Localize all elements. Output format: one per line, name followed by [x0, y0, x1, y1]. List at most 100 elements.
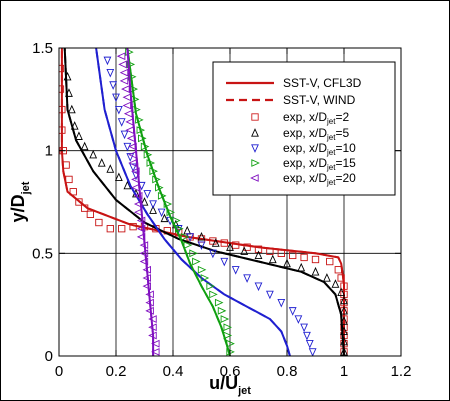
exp-marker [123, 109, 133, 118]
exp-marker [95, 218, 103, 227]
legend-label: SST-V, WIND [283, 93, 356, 107]
x-axis-title-sub: jet [237, 385, 251, 397]
x-axis-title-main: u/U [209, 373, 238, 393]
legend-label: exp, x/Djet=5 [283, 126, 349, 142]
exp-marker [123, 180, 132, 190]
exp-marker [183, 225, 192, 235]
exp-marker [114, 105, 123, 115]
cfd-line-wind [95, 48, 291, 356]
legend-label: exp, x/Djet=20 [283, 171, 356, 187]
legend-item-1: SST-V, CFL3D [226, 76, 362, 90]
y-tick-label: 0.5 [32, 245, 53, 262]
exp-marker [331, 279, 340, 288]
exp-marker [220, 257, 229, 267]
exp-marker [265, 290, 274, 300]
exp-marker [326, 257, 334, 266]
legend-item-6: exp, x/Djet=15 [251, 156, 356, 172]
exp-marker [59, 85, 65, 93]
exp-marker [126, 153, 135, 162]
exp-marker [197, 232, 206, 241]
exp-marker [106, 164, 115, 173]
exp-marker [148, 315, 157, 323]
exp-marker [308, 348, 317, 356]
ticks: 0 0.2 0.4 0.6 0.8 1 1.2 0 0.5 1 1.5 [32, 40, 411, 380]
exp-marker [119, 68, 129, 77]
exp-marker [254, 250, 263, 260]
legend-marker-swatch [250, 174, 259, 182]
exp-marker [268, 254, 277, 264]
exp-marker [143, 190, 152, 199]
x-tick-label: 0.6 [220, 363, 241, 380]
legend-label-sub: jet [326, 133, 336, 142]
exp-marker [303, 331, 311, 341]
legend-marker-swatch [251, 159, 260, 167]
exp-marker [151, 347, 160, 356]
series-2 [63, 48, 348, 356]
exp-marker [69, 188, 77, 196]
exp-marker [166, 208, 176, 217]
exp-marker [118, 60, 127, 69]
x-axis-label: u/Ujet [209, 373, 251, 397]
exp-marker [180, 233, 190, 241]
exp-marker [300, 323, 309, 333]
legend-label-sub: jet [326, 148, 336, 157]
exp-marker [157, 208, 166, 218]
legend-label-sub: jet [326, 163, 336, 172]
exp-marker [89, 149, 98, 159]
legend-label-sub: jet [326, 178, 336, 187]
exp-marker [120, 130, 129, 140]
exp-marker [106, 225, 114, 233]
exp-marker [139, 249, 149, 258]
legend-label: SST-V, CFL3D [283, 76, 362, 90]
exp-marker [97, 158, 106, 167]
exp-marker [122, 93, 132, 102]
exp-marker [160, 213, 169, 223]
exp-marker [142, 282, 152, 291]
series-5 [116, 48, 160, 356]
exp-marker [149, 205, 157, 214]
exp-marker [217, 306, 227, 315]
legend-label-text: exp, x/D [283, 141, 327, 155]
exp-marker [129, 163, 138, 172]
exp-marker [254, 282, 263, 292]
exp-marker [103, 56, 112, 66]
legend-label: exp, x/Djet=15 [283, 156, 356, 172]
legend-label-suffix: =20 [335, 171, 356, 185]
exp-marker [277, 298, 286, 308]
exp-marker [334, 266, 342, 274]
y-axis-title-main: y/D [8, 194, 28, 222]
x-tick-label: 1.2 [391, 363, 412, 380]
exp-marker [311, 255, 320, 264]
legend-label-suffix: =10 [335, 141, 356, 155]
y-tick-label: 1 [45, 143, 53, 160]
exp-marker [305, 340, 314, 349]
exp-marker [297, 262, 306, 272]
legend-label-text: exp, x/D [283, 110, 327, 124]
exp-marker [59, 64, 65, 73]
exp-marker [311, 266, 320, 276]
series-3 [95, 48, 317, 356]
legend-label-suffix: =2 [335, 110, 349, 124]
exp-marker [109, 81, 118, 90]
exp-marker [114, 172, 123, 182]
exp-marker [70, 121, 79, 130]
exp-marker [136, 224, 146, 233]
exp-marker [220, 315, 230, 323]
x-axis-title: u/Ujet [209, 373, 251, 397]
y-axis-title-sub: jet [20, 181, 32, 195]
exp-marker [67, 104, 76, 114]
x-tick-label: 0.4 [163, 363, 184, 380]
exp-marker [106, 68, 115, 78]
legend-label-text: exp, x/D [283, 126, 327, 140]
legend-label: exp, x/Djet=10 [283, 141, 356, 157]
exp-marker [340, 295, 348, 305]
exp-marker [300, 253, 308, 262]
exp-marker [223, 323, 233, 332]
exp-marker [340, 305, 348, 315]
legend-label-sub: jet [326, 117, 336, 126]
exp-marker [322, 273, 331, 282]
exp-marker [118, 225, 126, 233]
exp-marker [133, 200, 143, 208]
exp-marker [197, 265, 207, 274]
